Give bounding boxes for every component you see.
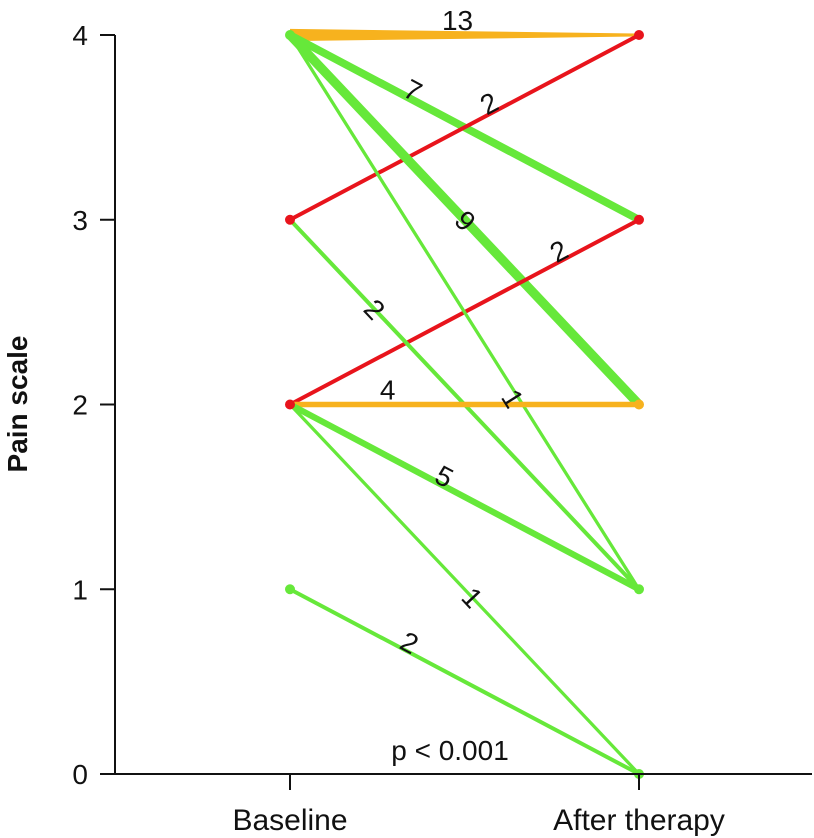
data-point bbox=[634, 214, 644, 225]
transition-lines bbox=[285, 28, 644, 776]
y-tick-label: 4 bbox=[72, 20, 88, 51]
transition-line bbox=[288, 402, 641, 776]
x-category-label: Baseline bbox=[232, 804, 347, 837]
transition-line bbox=[290, 28, 639, 42]
data-point bbox=[285, 214, 295, 225]
transition-line bbox=[285, 30, 644, 410]
transition-line bbox=[288, 33, 641, 222]
y-ticks: 0 1 2 3 4 bbox=[72, 20, 115, 790]
data-points bbox=[285, 30, 644, 779]
transition-line bbox=[288, 587, 641, 776]
data-point bbox=[285, 30, 295, 40]
data-point bbox=[634, 399, 644, 410]
data-point bbox=[634, 30, 644, 40]
x-category-label: After therapy bbox=[553, 804, 725, 837]
data-point bbox=[634, 584, 644, 595]
y-tick-label: 2 bbox=[72, 390, 88, 421]
transition-line bbox=[288, 33, 641, 591]
y-axis-title: Pain scale bbox=[2, 336, 33, 473]
y-tick-label: 3 bbox=[72, 205, 88, 236]
count-label: 2 bbox=[475, 86, 503, 121]
count-label: 2 bbox=[395, 626, 423, 661]
transition-line bbox=[286, 401, 643, 593]
count-label: 4 bbox=[380, 375, 396, 406]
x-categories: Baseline After therapy bbox=[232, 774, 725, 837]
count-label: 2 bbox=[545, 234, 573, 269]
data-point bbox=[285, 399, 295, 410]
count-label: 13 bbox=[442, 5, 473, 36]
p-value-annotation: p < 0.001 bbox=[391, 735, 509, 766]
data-point bbox=[285, 584, 295, 595]
y-tick-label: 1 bbox=[72, 574, 88, 605]
y-tick-label: 0 bbox=[72, 759, 88, 790]
